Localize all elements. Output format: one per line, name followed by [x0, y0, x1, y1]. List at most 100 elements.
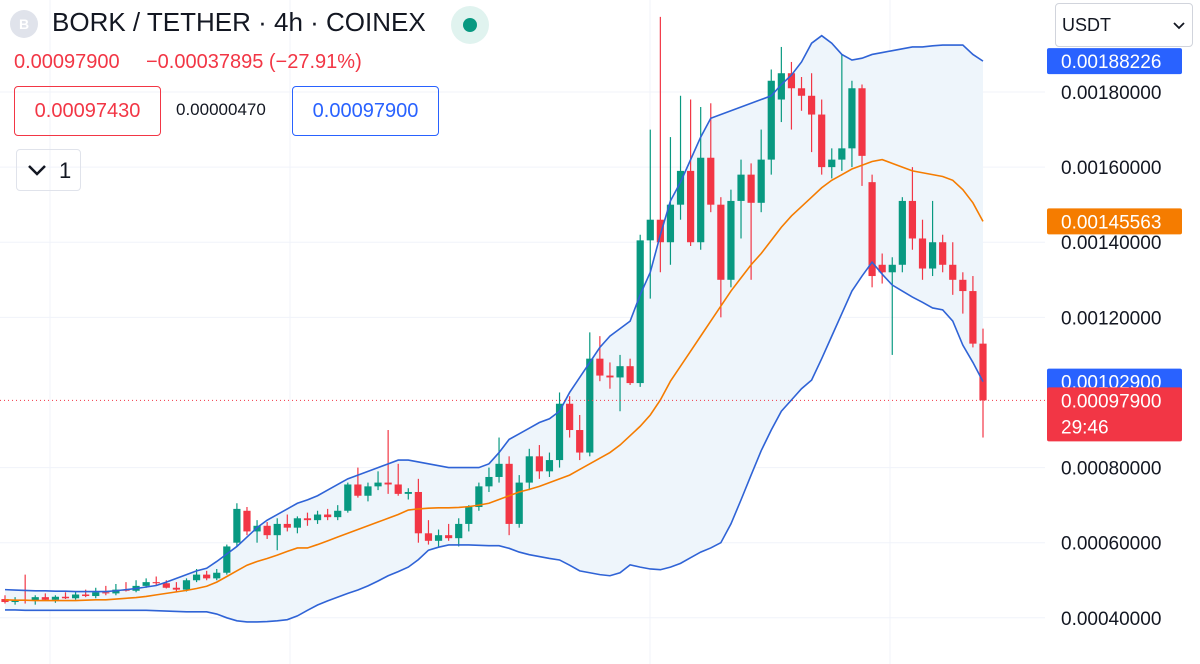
- symbol-title: BORK / TETHER · 4h · COINEX: [52, 7, 426, 37]
- price-tag-label: 0.00097900: [1061, 391, 1161, 412]
- candle-body: [797, 88, 806, 96]
- price-tag: [1047, 208, 1182, 235]
- candle-body: [485, 476, 493, 487]
- candle-body: [434, 535, 443, 541]
- candle-body: [424, 533, 433, 541]
- candle-body: [646, 219, 654, 241]
- price-tag: [1047, 48, 1182, 75]
- candle-body: [475, 486, 483, 508]
- y-tick-label: 0.00140000: [1061, 233, 1161, 254]
- y-tick-label: 0.00060000: [1061, 534, 1161, 555]
- candle-body: [162, 583, 170, 588]
- candle-body: [586, 358, 594, 453]
- countdown: 29:46: [1061, 417, 1109, 438]
- y-tick-label: 0.00120000: [1061, 308, 1161, 329]
- candle-body: [384, 482, 392, 485]
- candle-body: [404, 491, 412, 494]
- candle-body: [273, 523, 281, 536]
- candle-body: [354, 484, 362, 496]
- candle-body: [838, 148, 846, 160]
- candle-body: [626, 366, 634, 384]
- candle-body: [152, 582, 160, 584]
- candle-body: [616, 366, 624, 378]
- indicator-line: [4, 34, 984, 593]
- price-axis: 0.00040000 0.00060000 0.00080000 0.00120000…: [1047, 48, 1182, 630]
- candle-body: [787, 73, 796, 89]
- indicator-count: 1: [59, 158, 72, 183]
- candle-body: [213, 572, 221, 579]
- candle-body: [757, 159, 765, 203]
- candle-body: [102, 592, 110, 594]
- candle-body: [898, 200, 906, 265]
- candle-body: [555, 403, 564, 461]
- candle-body: [182, 580, 191, 590]
- candle-body: [495, 463, 503, 477]
- candle-body: [737, 174, 745, 201]
- sell-button[interactable]: 0.00097430: [14, 86, 161, 136]
- candle-body: [918, 238, 927, 269]
- candle-body: [928, 242, 937, 269]
- chevron-icon: [28, 165, 46, 176]
- candle-body: [767, 80, 775, 160]
- candle-body: [858, 88, 866, 156]
- status-ring: [451, 6, 489, 44]
- candle-body: [92, 592, 100, 597]
- candle-body: [566, 403, 574, 431]
- candle-body: [807, 95, 816, 115]
- candle-body: [414, 491, 422, 534]
- candle-body: [51, 596, 60, 600]
- candle-body: [828, 159, 836, 168]
- candle-body: [908, 200, 917, 239]
- spread: 0.00000470: [176, 100, 266, 119]
- candle-body: [636, 240, 644, 384]
- candle-body: [394, 484, 402, 494]
- candle-body: [233, 508, 241, 543]
- candle-body: [465, 507, 473, 524]
- candle-body: [888, 264, 896, 273]
- candle-body: [41, 597, 49, 600]
- y-tick-label: 0.00160000: [1061, 158, 1161, 179]
- candle-body: [747, 174, 755, 203]
- dropdown-icon: [1173, 22, 1185, 30]
- candle-body: [455, 523, 463, 539]
- candle-body: [868, 182, 876, 277]
- y-tick-label: 0.00080000: [1061, 459, 1161, 480]
- candle-body: [82, 594, 90, 597]
- buy-button[interactable]: 0.00097900: [292, 86, 439, 136]
- candle-body: [61, 596, 70, 599]
- price-tag-label: 0.00145563: [1061, 212, 1161, 233]
- candle-body: [949, 264, 957, 280]
- candle-body: [374, 482, 382, 487]
- candle-body: [525, 456, 533, 483]
- candle-body: [687, 170, 695, 243]
- candle-body: [192, 574, 201, 581]
- candle-body: [959, 279, 967, 292]
- indicators-toggle[interactable]: 1: [16, 149, 81, 191]
- candle-body: [303, 518, 312, 521]
- candle-body: [777, 73, 785, 100]
- price-tag-label: 0.00188226: [1061, 52, 1161, 73]
- logo: B: [10, 10, 38, 38]
- candle-body: [727, 200, 735, 280]
- candle-body: [293, 518, 301, 528]
- candle-body: [223, 546, 231, 573]
- candle-body: [717, 204, 725, 280]
- candle-body: [364, 486, 372, 496]
- candle-body: [313, 514, 322, 521]
- candle-body: [344, 484, 352, 511]
- y-tick-label: 0.00040000: [1061, 609, 1161, 630]
- candle-body: [545, 460, 554, 472]
- candle-body: [596, 358, 604, 376]
- candle-body: [666, 204, 675, 243]
- candle-body: [243, 510, 251, 532]
- candle-body: [203, 574, 211, 579]
- candle-body: [71, 594, 80, 599]
- price-tag: [1047, 387, 1182, 442]
- candle-body: [939, 242, 947, 265]
- currency-select[interactable]: USDT: [1055, 3, 1193, 47]
- price-change: −0.00037895 (−27.91%): [146, 51, 362, 73]
- status-dot: [463, 18, 477, 32]
- candle-body: [142, 582, 150, 586]
- indicator-line: [5, 260, 984, 623]
